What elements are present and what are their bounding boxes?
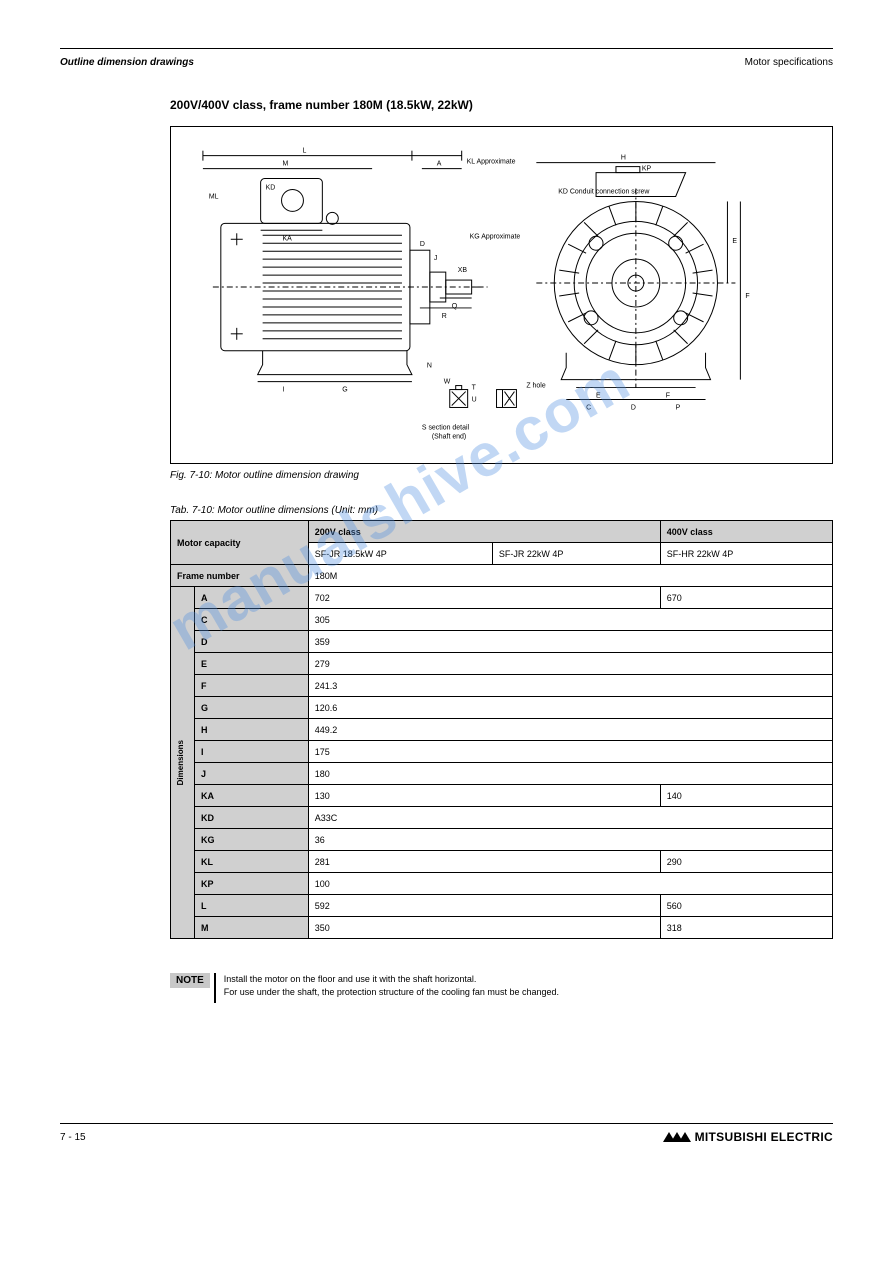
dim-S: S section detail [422,424,470,431]
dim-Zhole: Z hole [526,383,545,390]
dim-val: 670 [660,587,832,609]
dim-val: 241.3 [308,675,832,697]
dim-val: 130 [308,785,660,807]
dim-val: 140 [660,785,832,807]
dim-T: T [472,385,477,392]
note-block: NOTE Install the motor on the floor and … [170,973,833,1003]
dim-val: 592 [308,895,660,917]
dim-val: A33C [308,807,832,829]
svg-text:(Shaft end): (Shaft end) [432,433,466,440]
dim-key: F [195,675,309,697]
page-header: Outline dimension drawings Motor specifi… [60,57,833,68]
dim-val: 290 [660,851,832,873]
dim-C: C [586,404,591,411]
th-400v: 400V class [660,521,832,543]
dim-key: L [195,895,309,917]
dim-key: KD [195,807,309,829]
page-footer: 7 - 15 MITSUBISHI ELECTRIC [60,1123,833,1144]
dim-key: G [195,697,309,719]
dim-val: 305 [308,609,832,631]
dim-KP: KP [642,166,652,173]
page-container: manualshive.com Outline dimension drawin… [0,0,893,1168]
note-text: Install the motor on the floor and use i… [224,973,559,998]
main-content: 200V/400V class, frame number 180M (18.5… [60,98,833,1003]
dim-key: KA [195,785,309,807]
dim-KDconduit: KD Conduit connection screw [558,188,650,195]
brand-logo: MITSUBISHI ELECTRIC [663,1130,833,1144]
dim-ML: ML [209,193,219,200]
dim-M: M [283,161,289,168]
dim-H: H [621,155,626,162]
th-motor-cap: Motor capacity [171,521,309,565]
td-frame: 180M [308,565,832,587]
dim-key: A [195,587,309,609]
dim-Q: Q [452,303,458,310]
th-200v: 200V class [308,521,660,543]
brand-text: MITSUBISHI ELECTRIC [695,1130,833,1144]
dim-N: N [427,363,432,370]
dim-val: 175 [308,741,832,763]
dim-XB: XB [458,267,468,274]
section-title: 200V/400V class, frame number 180M (18.5… [170,98,833,112]
dim-L: L [302,148,306,155]
dim-W: W [444,379,451,386]
dim-val: 281 [308,851,660,873]
mitsubishi-icon [663,1132,691,1142]
dim-KL: KL Approximate [467,159,516,166]
dim-key: H [195,719,309,741]
dim-val: 36 [308,829,832,851]
note-badge: NOTE [170,973,210,988]
dim-val: 359 [308,631,832,653]
dim-key: E [195,653,309,675]
th-dims: Dimensions [171,587,195,939]
dim-key: M [195,917,309,939]
chapter-title: Outline dimension drawings [60,57,194,68]
dim-val: 279 [308,653,832,675]
dim-val: 318 [660,917,832,939]
dim-E: E [732,238,737,245]
dim-val: 350 [308,917,660,939]
dim-key: I [195,741,309,763]
td-c2: SF-JR 22kW 4P [492,543,660,565]
td-c1: SF-JR 18.5kW 4P [308,543,492,565]
dim-val: 449.2 [308,719,832,741]
header-right: Motor specifications [745,57,833,68]
dim-I: I [283,387,285,394]
dim-key: J [195,763,309,785]
dim-KG: KG Approximate [470,233,521,240]
th-frame: Frame number [171,565,309,587]
dim-J: J [434,255,437,262]
top-rule [60,48,833,49]
dim-key: KP [195,873,309,895]
dim-val: 180 [308,763,832,785]
dim-key: KL [195,851,309,873]
figure-frame: L KL Approximate M A KD KA ML [170,126,833,464]
dim-D2: D [631,404,636,411]
dim-key: C [195,609,309,631]
dim-KD: KD [266,184,276,191]
dim-key: D [195,631,309,653]
table-caption: Tab. 7-10: Motor outline dimensions (Uni… [170,505,833,516]
dim-G: G [342,387,347,394]
dim-KA: KA [283,235,293,242]
dim-F: F [745,293,749,300]
dim-P: P [676,404,681,411]
dim-val: 702 [308,587,660,609]
dim-val: 100 [308,873,832,895]
dim-val: 560 [660,895,832,917]
dim-E2: E [596,393,601,400]
figure-caption: Fig. 7-10: Motor outline dimension drawi… [170,470,833,481]
td-c3: SF-HR 22kW 4P [660,543,832,565]
dim-D: D [420,241,425,248]
dim-val: 120.6 [308,697,832,719]
dim-key: KG [195,829,309,851]
note-bar [214,973,216,1003]
dim-F2: F [666,393,670,400]
dim-R: R [442,313,447,320]
spec-table: Motor capacity 200V class 400V class SF-… [170,520,833,939]
dim-A: A [437,161,442,168]
page-number: 7 - 15 [60,1132,86,1143]
dim-U: U [472,396,477,403]
motor-drawing: L KL Approximate M A KD KA ML [183,139,820,451]
